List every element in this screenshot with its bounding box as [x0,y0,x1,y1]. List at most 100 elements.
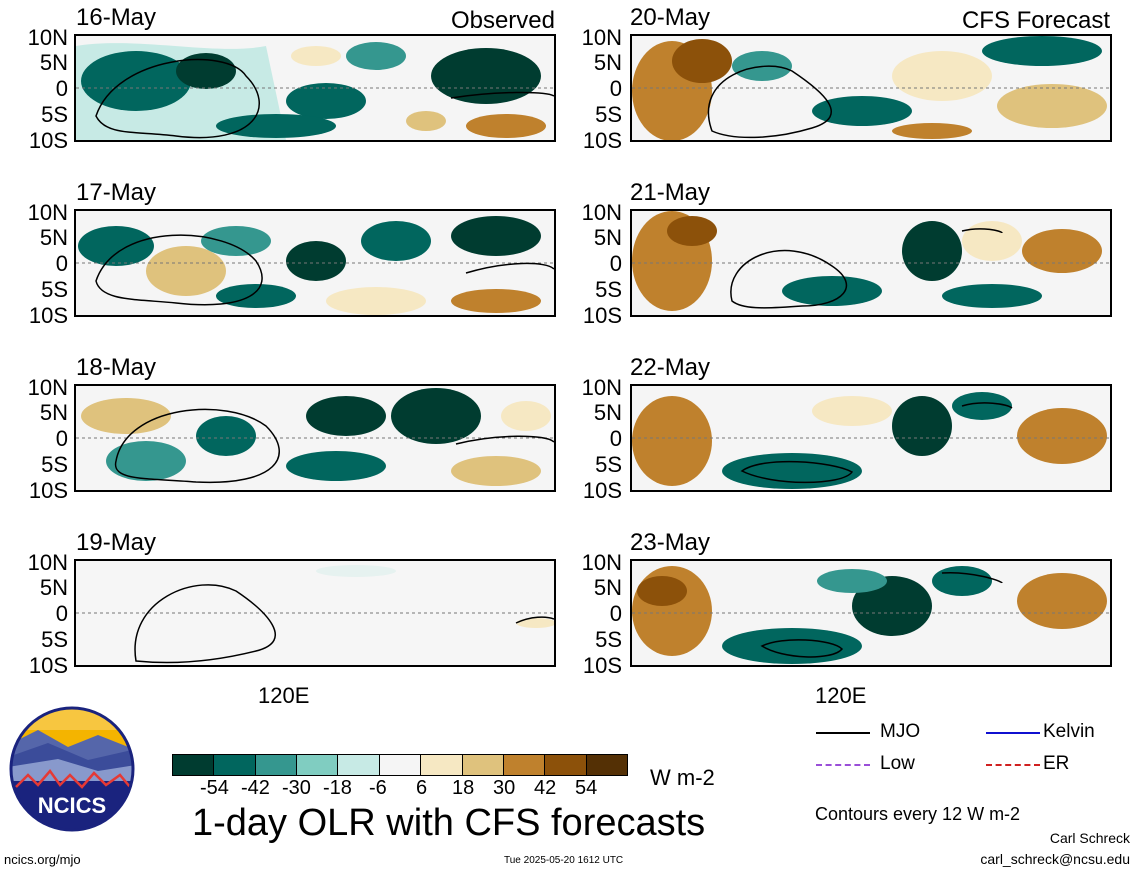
legend-line-kelvin [986,732,1040,734]
panel-date-1: 17-May [76,179,157,206]
lat-label: 5S [41,452,68,477]
lat-label: 10N [581,200,622,225]
colorbar-swatch [586,755,627,775]
olr-field-4 [632,36,1110,140]
lat-label: 5N [39,50,68,75]
legend-line-er [986,764,1040,766]
lat-label: 10S [582,128,622,153]
lat-label: 0 [55,251,68,276]
lat-label: 0 [55,601,68,626]
colorbar-swatch [214,755,256,775]
lat-label: 10N [581,375,622,400]
lon-label-left: 120E [258,683,310,708]
map-panel-forecast-1 [630,209,1112,317]
lat-label: 10N [27,25,68,50]
map-panel-forecast-0 [630,34,1112,142]
lat-label: 5S [595,277,622,302]
colorbar-swatch [545,755,587,775]
lat-label: 10N [27,375,68,400]
lat-label: 10N [27,550,68,575]
colorbar-swatch [173,755,215,775]
colorbar [172,754,628,776]
lat-label: 0 [609,601,622,626]
lat-label: 5S [595,627,622,652]
colorbar-tick: -18 [323,777,352,799]
ncics-logo: NCICS [8,705,136,833]
legend-label-kelvin: Kelvin [1043,721,1095,742]
panel-date-4: 20-May [630,4,711,31]
contour-note: Contours every 12 W m-2 [815,804,1021,824]
colorbar-swatch [255,755,298,775]
lat-label: 0 [609,251,622,276]
lat-label: 10S [582,478,622,503]
map-panel-observed-0 [74,34,556,142]
lat-label: 5S [595,102,622,127]
site-link[interactable]: ncics.org/mjo [4,852,81,867]
colorbar-swatch [297,755,339,775]
panel-date-6: 22-May [630,354,711,381]
author-email[interactable]: carl_schreck@ncsu.edu [980,851,1130,867]
lat-label: 0 [609,426,622,451]
lat-label: 10S [582,303,622,328]
olr-field-3 [76,561,554,665]
lat-label: 5S [41,627,68,652]
colorbar-tick: -42 [241,777,270,799]
main-title: 1-day OLR with CFS forecasts [192,802,706,844]
panel-date-3: 19-May [76,529,157,556]
colorbar-tick: -30 [282,777,311,799]
colorbar-swatch [379,755,422,775]
lat-label: 10N [581,550,622,575]
colorbar-tick: -6 [369,777,387,799]
lat-label: 5S [41,277,68,302]
lat-label: 10S [28,128,68,153]
olr-field-1 [76,211,554,315]
colorbar-tick: 18 [452,777,475,799]
timestamp: Tue 2025-05-20 1612 UTC [504,855,624,866]
colorbar-swatch [338,755,380,775]
panel-date-7: 23-May [630,529,711,556]
observed-label: Observed [450,7,555,34]
lat-label: 5N [39,400,68,425]
lat-label: 10S [28,478,68,503]
lat-label: 5N [39,575,68,600]
legend-label-low: Low [880,753,915,774]
legend-label-er: ER [1043,753,1070,774]
olr-field-2 [76,386,554,490]
colorbar-swatch [503,755,546,775]
lat-label: 10S [28,653,68,678]
map-panel-forecast-2 [630,384,1112,492]
legend-line-low [816,764,870,766]
logo-text: NCICS [37,793,107,818]
colorbar-tick: 54 [575,777,598,799]
lat-label: 10N [27,200,68,225]
colorbar-swatch [462,755,504,775]
map-panel-observed-1 [74,209,556,317]
colorbar-tick: -54 [200,777,229,799]
lat-label: 5N [593,225,622,250]
lat-label: 5N [39,225,68,250]
colorbar-tick: 30 [493,777,516,799]
panel-date-0: 16-May [76,4,157,31]
lat-label: 5S [41,102,68,127]
lon-label-right: 120E [815,683,867,708]
panel-date-2: 18-May [76,354,157,381]
lat-label: 5S [595,452,622,477]
map-panel-observed-3 [74,559,556,667]
author: Carl Schreck [1049,830,1130,846]
lat-label: 5N [593,400,622,425]
ncics-logo-icon [9,706,135,832]
lat-label: 10S [582,653,622,678]
olr-field-7 [632,561,1110,665]
lat-label: 0 [609,76,622,101]
map-panel-observed-2 [74,384,556,492]
colorbar-tick: 6 [416,777,428,799]
forecast-label: CFS Forecast [961,7,1110,34]
lat-label: 0 [55,426,68,451]
colorbar-tick: 42 [534,777,557,799]
map-panel-forecast-3 [630,559,1112,667]
lat-label: 10S [28,303,68,328]
legend-label-mjo: MJO [880,721,921,742]
lat-label: 5N [593,50,622,75]
olr-field-5 [632,211,1110,315]
olr-field-0 [76,36,554,140]
